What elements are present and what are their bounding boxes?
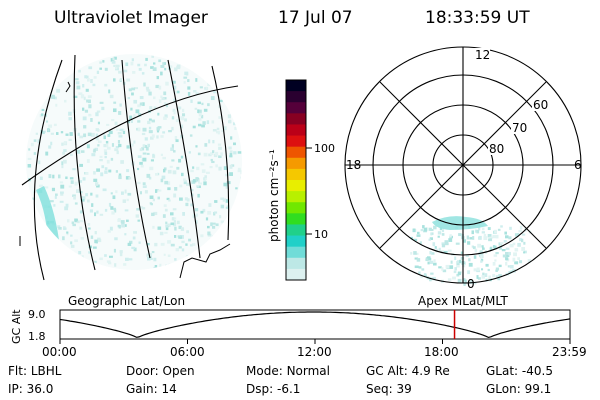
colorbar-scale — [286, 80, 306, 281]
info-dsp: Dsp: -6.1 — [246, 382, 301, 396]
colorbar-tick-10: 10 — [314, 228, 328, 241]
observation-date: 17 Jul 07 — [278, 8, 353, 28]
colorbar-stripe — [286, 91, 306, 103]
timeline-ytick-high: 9.0 — [28, 308, 46, 321]
info-gc-alt: GC Alt: 4.9 Re — [366, 364, 450, 378]
timeline-y-label: GC Alt — [10, 309, 23, 344]
time-tick-1: 06:00 — [170, 345, 205, 359]
info-gain: Gain: 14 — [126, 382, 177, 396]
info-door: Door: Open — [126, 364, 195, 378]
lat-label-60: 60 — [533, 98, 548, 112]
info-glat: GLat: -40.5 — [486, 364, 553, 378]
info-mode: Mode: Normal — [246, 364, 330, 378]
instrument-title: Ultraviolet Imager — [54, 8, 208, 28]
info-glon: GLon: 99.1 — [486, 382, 552, 396]
colorbar-stripe — [286, 146, 306, 159]
colorbar-stripe — [286, 246, 306, 259]
time-tick-2: 12:00 — [297, 345, 332, 359]
coastlines — [19, 81, 231, 279]
time-tick-4: 23:59 — [552, 345, 587, 359]
mlt-label-6: 6 — [574, 158, 582, 172]
geographic-image — [19, 54, 242, 281]
info-ip: IP: 36.0 — [8, 382, 54, 396]
info-flt: Flt: LBHL — [8, 364, 62, 378]
longitude-lines — [33, 54, 230, 281]
colorbar-stripe — [286, 113, 306, 125]
info-seq: Seq: 39 — [366, 382, 412, 396]
colorbar-stripe — [286, 168, 306, 181]
time-tick-0: 00:00 — [42, 345, 77, 359]
colorbar-stripe — [286, 191, 306, 203]
apex-caption: Apex MLat/MLT — [418, 294, 508, 308]
polar-aurora-oval — [432, 216, 488, 230]
auroral-emission-speckle — [27, 55, 242, 270]
colorbar-stripe — [286, 135, 306, 148]
mlt-label-18: 18 — [346, 158, 361, 172]
polar-axis-diagonal-2 — [379, 81, 547, 249]
colorbar: 100 10 photon cm⁻²s⁻¹ — [267, 79, 335, 281]
colorbar-stripe — [286, 80, 306, 92]
colorbar-stripe — [286, 102, 306, 114]
colorbar-stripe — [286, 257, 306, 270]
lat-label-70: 70 — [512, 121, 527, 135]
colorbar-stripe — [286, 268, 306, 281]
colorbar-stripe — [286, 157, 306, 170]
latitude-line — [21, 85, 239, 186]
lat-label-80: 80 — [489, 142, 504, 156]
colorbar-unit-label: photon cm⁻²s⁻¹ — [267, 149, 281, 242]
mlt-label-12: 12 — [475, 48, 490, 62]
observation-time: 18:33:59 UT — [425, 8, 530, 28]
colorbar-stripe — [286, 235, 306, 248]
altitude-curve — [59, 311, 571, 339]
colorbar-tick-100: 100 — [314, 142, 335, 155]
colorbar-stripe — [286, 202, 306, 214]
mlt-label-0: 0 — [467, 277, 475, 291]
geographic-caption: Geographic Lat/Lon — [68, 294, 186, 308]
colorbar-stripe — [286, 180, 306, 192]
time-tick-3: 18:00 — [424, 345, 459, 359]
timeline-ytick-low: 1.8 — [28, 330, 46, 343]
orbit-timeline: GC Alt 9.0 1.8 — [10, 308, 571, 344]
polar-plot: 12 18 6 0 60 70 80 — [344, 46, 582, 291]
colorbar-stripe — [286, 124, 306, 137]
colorbar-stripe — [286, 213, 306, 225]
colorbar-stripe — [286, 224, 306, 237]
aurora-edge-patch — [36, 186, 60, 250]
timeline-frame — [59, 309, 571, 340]
